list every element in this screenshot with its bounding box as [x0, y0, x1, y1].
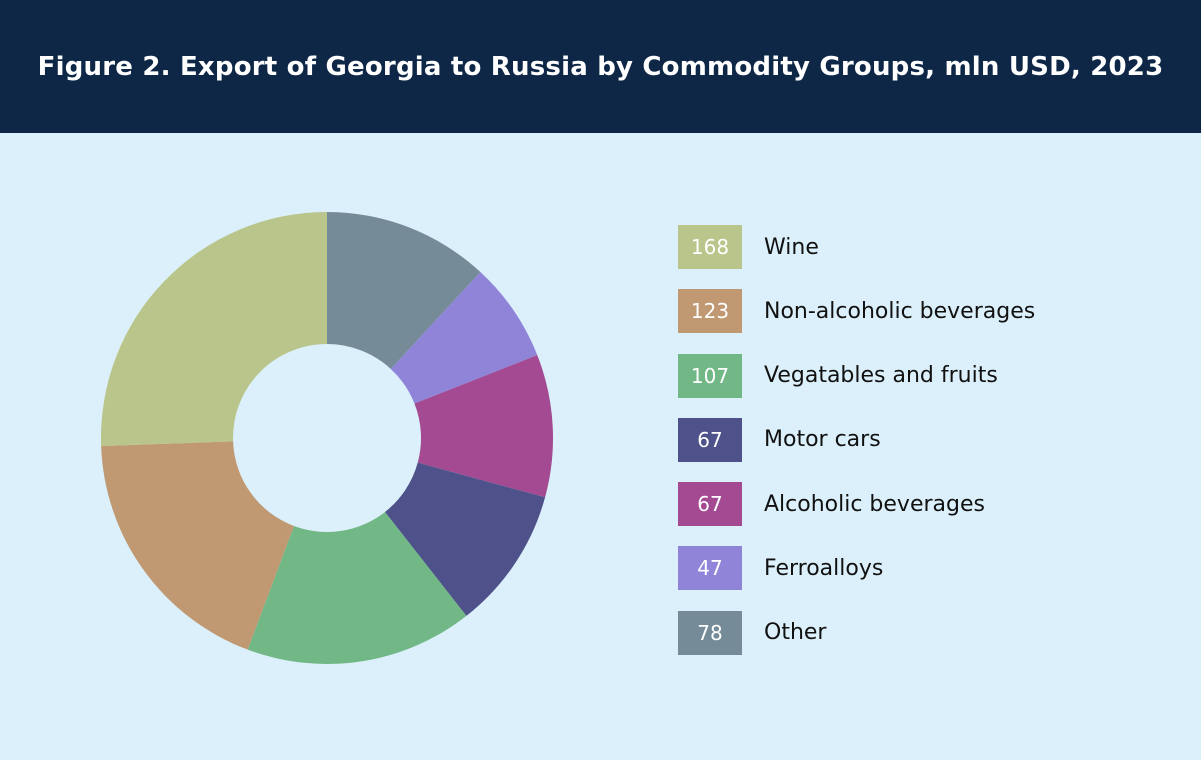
legend-label-other: Other [764, 620, 827, 646]
legend-label-motor-cars: Motor cars [764, 427, 881, 453]
legend-item-motor-cars: 67 Motor cars [678, 417, 1035, 462]
legend-item-other: 78 Other [678, 610, 1035, 655]
legend-item-vegatables-and-fruits: 107 Vegatables and fruits [678, 353, 1035, 398]
legend-label-wine: Wine [764, 234, 819, 260]
slice-vegatables-and-fruits [247, 511, 467, 664]
legend-item-non-alcoholic-beverages: 123 Non-alcoholic beverages [678, 289, 1036, 334]
slice-other [327, 212, 481, 369]
legend-item-alcoholic-beverages: 67 Alcoholic beverages [678, 482, 1035, 527]
slice-ferroalloys [390, 272, 538, 404]
legend-value-motor-cars: 67 [678, 417, 742, 462]
legend-value-vegatables-and-fruits: 107 [678, 353, 742, 398]
legend-item-ferroalloys: 47 Ferroalloys [678, 546, 1035, 591]
slice-motor-cars [384, 462, 546, 616]
legend-value-wine: 168 [678, 225, 742, 269]
legend-item-wine: 168 Wine [678, 225, 1035, 269]
legend-label-vegatables-and-fruits: Vegatables and fruits [764, 363, 998, 389]
legend-label-alcoholic-beverages: Alcoholic beverages [764, 491, 985, 517]
donut-chart [100, 212, 553, 664]
legend-value-non-alcoholic-beverages: 123 [678, 289, 742, 334]
legend-label-ferroalloys: Ferroalloys [764, 555, 884, 581]
slice-non-alcoholic-beverages [101, 441, 295, 650]
legend-value-ferroalloys: 47 [678, 546, 742, 591]
donut-slices [100, 212, 553, 664]
legend-value-alcoholic-beverages: 67 [678, 482, 742, 527]
chart-legend: 168 Wine 123 Non-alcoholic beverages 107 Vega… [678, 225, 1035, 675]
legend-value-other: 78 [678, 610, 742, 655]
legend-label-non-alcoholic-beverages: Non-alcoholic beverages [764, 298, 1036, 324]
slice-alcoholic-beverages [414, 355, 553, 498]
chart-title: Figure 2. Export of Georgia to Russia by… [37, 51, 1164, 82]
chart-header: Figure 2. Export of Georgia to Russia by… [0, 0, 1201, 133]
slice-wine [100, 212, 327, 447]
